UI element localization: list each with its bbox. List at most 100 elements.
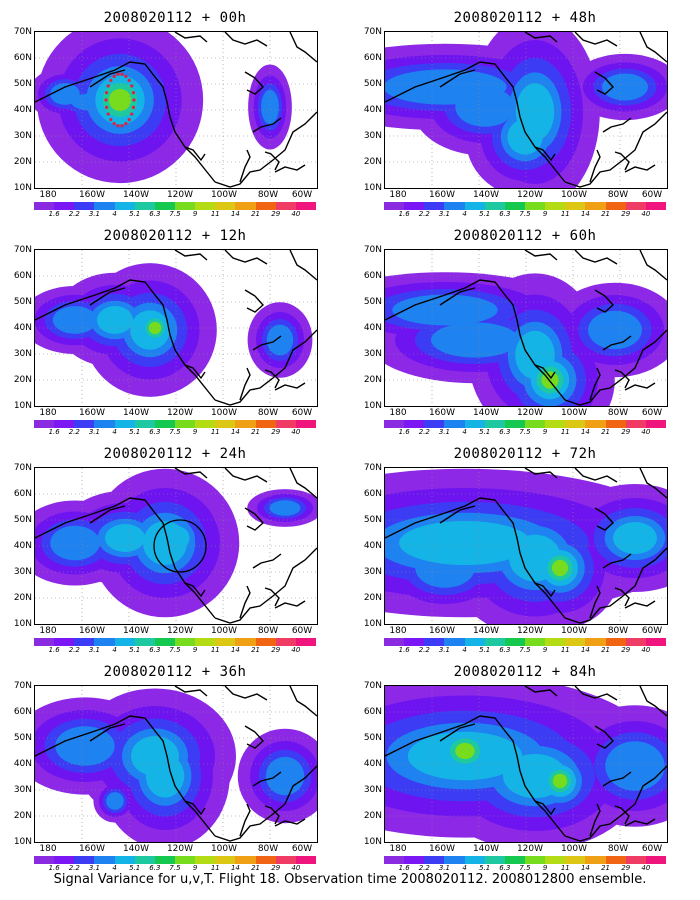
color-bar-swatch (54, 638, 75, 646)
contour-region (106, 792, 124, 810)
map-canvas (385, 686, 667, 842)
color-bar-swatch (424, 856, 445, 864)
coastline-segment (174, 468, 208, 479)
latitude-tick-label: 20N (13, 375, 32, 385)
contour-region (266, 324, 294, 356)
color-bar-tick-label: 2.2 (418, 646, 430, 654)
coastline (35, 468, 317, 624)
latitude-tick-label: 50N (363, 515, 382, 525)
color-bar-swatch (134, 856, 155, 864)
coastline-segment (624, 164, 656, 173)
color-bar-swatch (275, 856, 296, 864)
coastline-segment (589, 367, 601, 401)
flight-marker (106, 84, 110, 88)
color-bar-swatch (215, 420, 236, 428)
coastline (35, 250, 317, 406)
coastline-segment (89, 287, 126, 306)
coastline-segment (564, 111, 667, 188)
color-bar-tick-label: 3.1 (438, 210, 450, 218)
flight-marker (109, 78, 113, 82)
color-bar-swatch (524, 420, 546, 428)
color-bar-tick-label: 6.3 (499, 864, 511, 872)
latitude-tick-label: 40N (13, 759, 32, 769)
color-bar-tick-label: 2.2 (418, 428, 430, 436)
color-bar-swatch (215, 638, 236, 646)
coastline-segment (174, 686, 208, 697)
color-bar-swatch (134, 420, 155, 428)
color-bar-swatch (545, 420, 566, 428)
color-bar-swatch (625, 638, 646, 646)
coastline-segment (224, 32, 268, 47)
latitude-tick-label: 70N (363, 463, 382, 473)
coastline-segment (439, 505, 476, 524)
latitude-tick-label: 70N (363, 27, 382, 37)
coastline-segment (174, 32, 208, 43)
color-bar-swatch (74, 856, 95, 864)
coastline-segment (639, 686, 667, 717)
color-bar-swatch (484, 856, 505, 864)
latitude-labels: 70N 60N 50N 40N 30N 20N 10N (350, 463, 382, 629)
latitude-tick-label: 10N (13, 401, 32, 411)
coastline (385, 250, 667, 406)
longitude-tick-label: 60W (291, 190, 313, 200)
latitude-tick-label: 50N (13, 79, 32, 89)
map-panel: 2008020112 + 48h 70N 60N 50N 40N 30N 20N 10N 180… (350, 0, 700, 218)
color-bar-swatch (174, 202, 196, 210)
flight-marker (116, 72, 120, 76)
color-bar-swatch (484, 202, 505, 210)
color-bar-swatch (94, 856, 115, 864)
longitude-tick-label: 180 (39, 844, 57, 854)
color-bar-swatch (255, 856, 276, 864)
longitude-tick-label: 120W (516, 190, 544, 200)
flight-marker (130, 112, 134, 116)
variance-map (384, 249, 668, 407)
color-bar-tick-label: 1.6 (398, 646, 410, 654)
color-bar-swatch (114, 856, 135, 864)
color-bar-tick-label: 6.3 (149, 646, 161, 654)
color-bar-swatch (404, 638, 425, 646)
latitude-tick-label: 30N (363, 131, 382, 141)
coastline-segment (602, 117, 632, 133)
coastline-segment (602, 771, 632, 787)
color-bar-tick-label: 7.5 (169, 646, 181, 654)
longitude-tick-label: 120W (516, 626, 544, 636)
color-bar-tick-label: 29 (271, 210, 281, 218)
map-panel: 2008020112 + 12h 70N 60N 50N 40N 30N 20N 10N 180… (0, 218, 350, 436)
color-bar-swatch (154, 420, 175, 428)
latitude-tick-label: 40N (13, 541, 32, 551)
contour-region (108, 88, 132, 112)
coastline-segment (244, 289, 264, 313)
contour-region (261, 89, 279, 125)
color-bar-tick-label: 1.6 (398, 210, 410, 218)
color-bar-swatch (54, 856, 75, 864)
color-bar-swatch (74, 638, 95, 646)
color-bar-tick-label: 40 (291, 864, 301, 872)
color-bar-swatch (524, 638, 546, 646)
longitude-labels: 180 160W 140W 120W 100W 80W 60W (384, 190, 668, 202)
color-bar-tick-label: 11 (210, 210, 220, 218)
coastline-segment (239, 585, 251, 619)
color-bar-tick-label: 6.3 (149, 864, 161, 872)
coastline-segment (224, 250, 268, 265)
color-bar-tick-label: 29 (271, 864, 281, 872)
color-bar (384, 856, 666, 864)
contour-level-6 (551, 559, 569, 577)
color-bar-swatch (94, 638, 115, 646)
flight-marker (130, 84, 134, 88)
longitude-tick-label: 160W (428, 408, 456, 418)
latitude-tick-label: 10N (13, 183, 32, 193)
longitude-tick-label: 140W (122, 844, 150, 854)
coastline-segment (574, 32, 618, 47)
longitude-tick-label: 60W (641, 408, 663, 418)
color-bar-tick-label: 7.5 (519, 428, 531, 436)
longitude-tick-label: 140W (122, 190, 150, 200)
latitude-tick-label: 40N (13, 105, 32, 115)
longitude-tick-label: 120W (166, 844, 194, 854)
color-bar-swatch (154, 856, 175, 864)
color-bar-tick-label: 14 (580, 646, 590, 654)
coastline-segment (252, 553, 282, 569)
color-bar-tick-label: 4 (462, 428, 467, 436)
coastline-segment (35, 61, 216, 183)
color-bar-tick-label: 21 (601, 210, 611, 218)
flight-marker (112, 122, 116, 126)
